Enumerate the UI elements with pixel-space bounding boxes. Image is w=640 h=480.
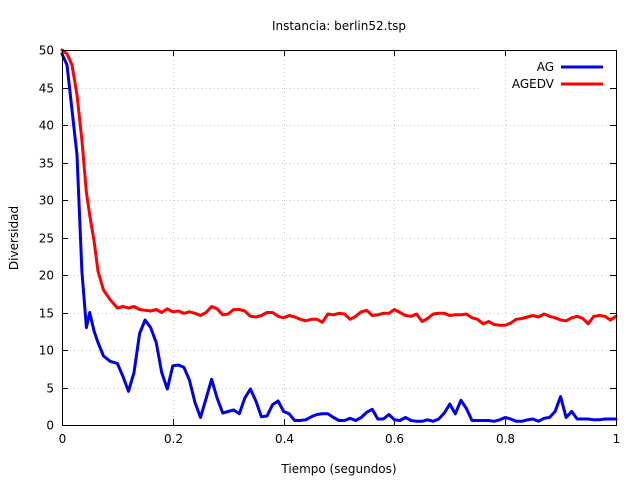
y-tick-label: 30: [39, 194, 54, 208]
y-tick-label: 0: [46, 419, 54, 433]
y-axis-label: Diversidad: [7, 206, 21, 270]
x-tick-label: 0.6: [385, 432, 404, 446]
x-tick-label: 1: [613, 432, 621, 446]
plot-frame: [62, 50, 617, 426]
series-lines: [60, 48, 618, 423]
x-tick-label: 0.4: [275, 432, 294, 446]
y-tick-label: 25: [39, 232, 54, 246]
legend-label-ag: AG: [537, 60, 554, 74]
y-tick-label: 40: [39, 119, 54, 133]
legend-label-agedv: AGEDV: [512, 77, 555, 91]
y-tick-label: 35: [39, 157, 54, 171]
y-tick-label: 5: [46, 382, 54, 396]
series-line-ag: [60, 52, 618, 423]
x-tick-label: 0.2: [164, 432, 183, 446]
y-tick-label: 10: [39, 344, 54, 358]
chart-title: Instancia: berlin52.tsp: [272, 19, 406, 33]
axis-ticks: [62, 50, 617, 426]
y-tick-label: 45: [39, 82, 54, 96]
y-tick-label: 20: [39, 269, 54, 283]
grid: [62, 50, 616, 425]
x-axis-label: Tiempo (segundos): [280, 462, 396, 476]
x-tick-label: 0: [59, 432, 67, 446]
x-tick-label: 0.8: [496, 432, 515, 446]
y-tick-label: 50: [39, 44, 54, 58]
legend: AG AGEDV: [512, 60, 603, 91]
series-line-agedv: [60, 48, 618, 327]
y-tick-label: 15: [39, 307, 54, 321]
